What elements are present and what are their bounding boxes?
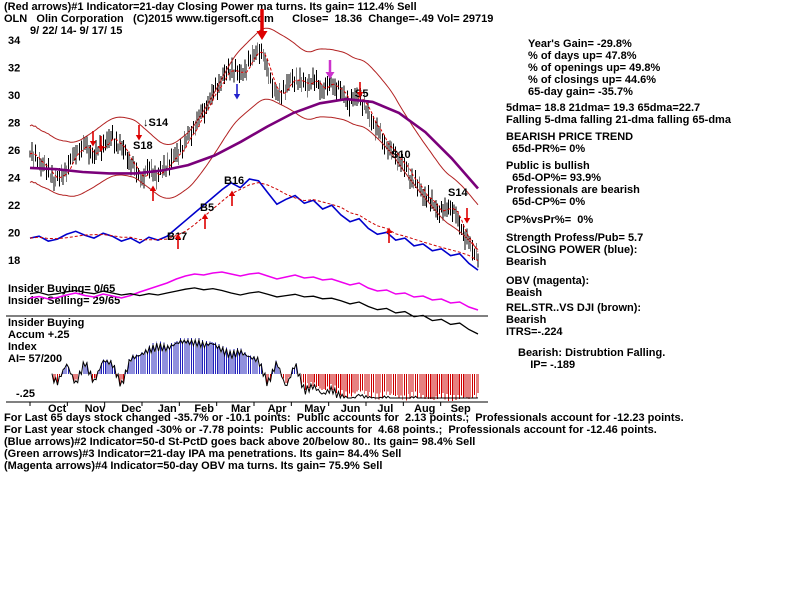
svg-text:34: 34 — [8, 35, 21, 47]
indicator-1-line: (Red arrows)#1 Indicator=21-day Closing … — [4, 1, 417, 13]
accum-index-block: Insider Buying Accum +.25 Index AI= 57/2… — [8, 317, 85, 365]
footer-indicator-lines: For Last 65 days stock changed -35.7% or… — [4, 412, 684, 472]
insider-counts: Insider Buying= 0/65 Insider Selling= 29… — [8, 283, 121, 307]
svg-text:S10: S10 — [391, 149, 411, 161]
price-trend: BEARISH PRICE TREND 65d-PR%= 0% — [506, 131, 634, 155]
date-range: 9/ 22/ 14- 9/ 17/ 15 — [30, 25, 123, 37]
lower-band-line — [29, 98, 479, 251]
ai-histogram — [53, 338, 479, 401]
y-axis-labels: 34 32 30 28 26 24 22 20 18 — [8, 35, 21, 267]
signal-arrows — [89, 9, 471, 249]
5dma-line — [29, 51, 479, 252]
strength-closing-power: Strength Profess/Pub= 5.7 CLOSING POWER … — [506, 232, 644, 268]
svg-text:32: 32 — [8, 63, 20, 75]
conclusion: Bearish: Distrubtion Falling. IP= -.189 — [518, 347, 666, 371]
svg-text:18: 18 — [8, 255, 20, 267]
dma-summary: 5dma= 18.8 21dma= 19.3 65dma=22.7 Fallin… — [506, 102, 731, 126]
ai-line — [51, 338, 479, 400]
cp-vs-pr: CP%vsPr%= 0% — [506, 214, 594, 226]
svg-text:B16: B16 — [224, 175, 244, 187]
obv-status: OBV (magenta): Beaish — [506, 275, 590, 299]
svg-text:28: 28 — [8, 118, 20, 130]
65dma-line — [29, 97, 479, 190]
svg-text:22: 22 — [8, 200, 20, 212]
accum-bottom-scale: -.25 — [16, 388, 35, 400]
svg-text:26: 26 — [8, 145, 20, 157]
public-professionals: Public is bullish 65d-OP%= 93.9% Profess… — [506, 160, 640, 208]
yearly-stats: Year's Gain= -29.8% % of days up= 47.8% … — [528, 38, 661, 98]
svg-text:↓S14: ↓S14 — [143, 117, 169, 129]
closing-power-line — [29, 178, 479, 271]
svg-text:S18: S18 — [133, 140, 153, 152]
svg-text:S14: S14 — [448, 187, 468, 199]
svg-text:24: 24 — [8, 173, 21, 185]
rel-str-status: REL.STR..VS DJI (brown): Bearish ITRS=-.… — [506, 302, 642, 338]
title-line: OLN Olin Corporation (C)2015 www.tigerso… — [4, 13, 494, 25]
svg-text:B17: B17 — [167, 231, 187, 243]
closing-power-ma-line — [29, 182, 479, 262]
svg-text:S5: S5 — [355, 88, 368, 100]
svg-text:20: 20 — [8, 228, 20, 240]
svg-text:B5: B5 — [200, 202, 214, 214]
svg-text:30: 30 — [8, 90, 20, 102]
upper-band-line — [29, 27, 479, 206]
signal-annotations: ↓S14 S18 B16 B5 B17 S5 S10 S14 — [133, 88, 468, 243]
price-bars — [29, 42, 479, 268]
